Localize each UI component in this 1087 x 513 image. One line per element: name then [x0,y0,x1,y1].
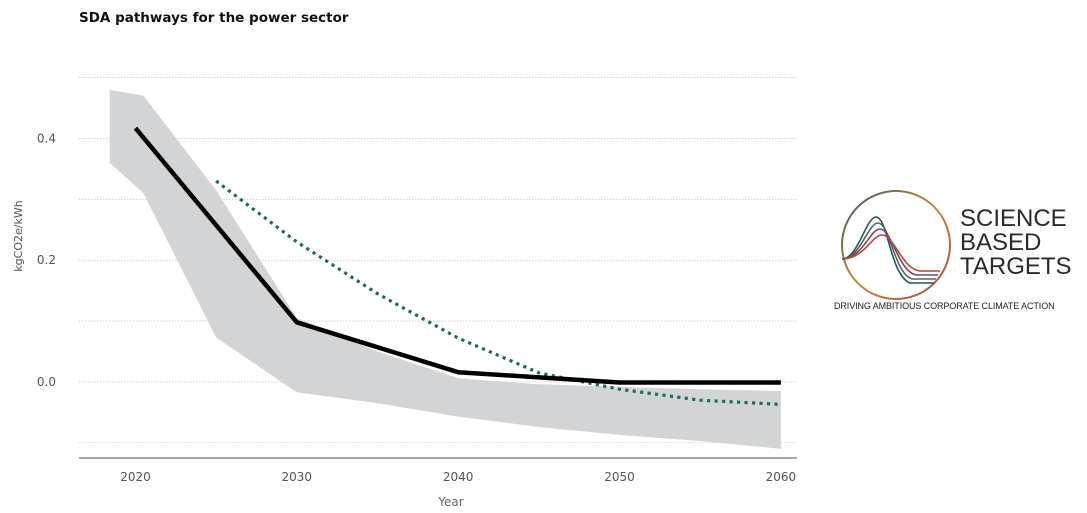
y-tick-label: 0.2 [37,253,56,267]
logo-tagline: DRIVING AMBITIOUS CORPORATE CLIMATE ACTI… [834,301,1055,311]
y-axis-label: kgCO2e/kWh [12,200,25,271]
series-dotted-teal [215,179,781,406]
y-tick-label: 0.0 [37,375,56,389]
series-solid-black [133,126,781,385]
logo-line-1: SCIENCE [960,205,1067,232]
x-tick-label: 2020 [120,470,151,484]
x-tick-label: 2060 [766,470,797,484]
x-tick-labels: 2020 2030 2040 2050 2060 [120,470,796,484]
chart-plot: 0.4 0.2 0.0 2020 2030 2040 2050 2060 Year kgCO… [12,77,797,509]
logo-line-2: BASED [960,229,1042,256]
x-axis-label: Year [437,495,463,509]
sbt-logo: SCIENCE BASED TARGETS DRIVING AMBITIOUS … [834,185,1087,313]
x-tick-label: 2050 [604,470,635,484]
logo-emblem-icon [841,190,951,300]
y-tick-labels: 0.4 0.2 0.0 [37,131,56,388]
logo-line-3: TARGETS [960,253,1072,280]
range-band [109,89,781,449]
x-tick-label: 2030 [282,470,313,484]
y-tick-label: 0.4 [37,131,56,145]
chart-title: SDA pathways for the power sector [79,10,349,26]
x-tick-label: 2040 [443,470,474,484]
